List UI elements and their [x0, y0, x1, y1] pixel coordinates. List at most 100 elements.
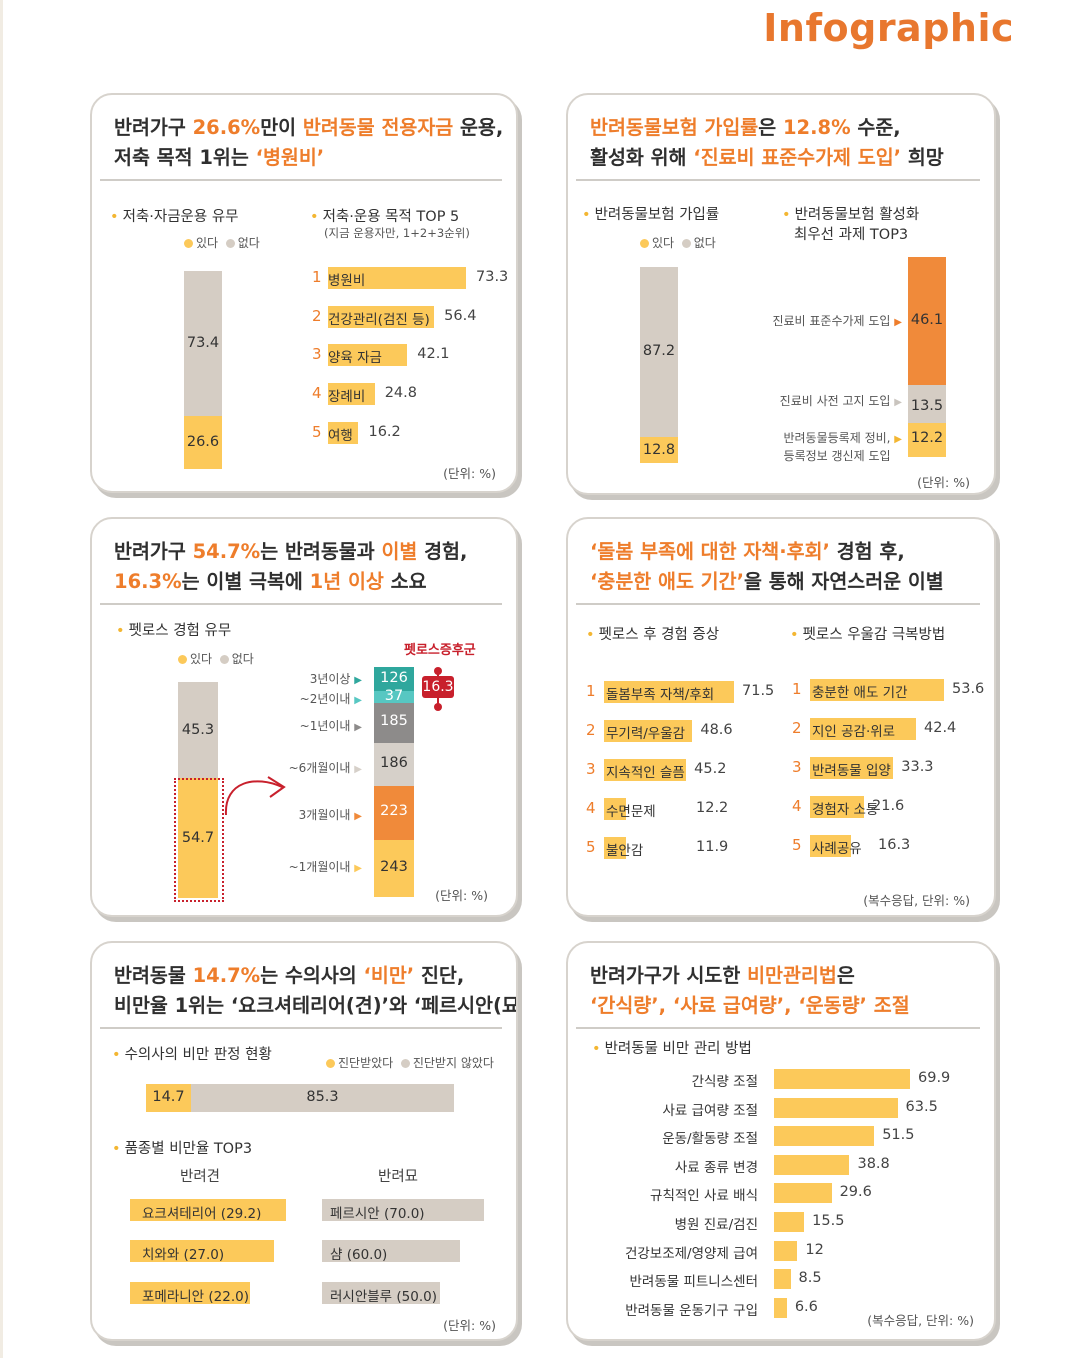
subtitle-insurance-rate: 반려동물보험 가입률	[582, 203, 720, 224]
bar-method	[774, 1097, 898, 1118]
rank-number: 3	[312, 345, 322, 364]
bar-purpose	[328, 267, 466, 289]
dog-breed-label: 포메라니안 (22.0)	[142, 1289, 249, 1305]
badge-dot-top	[434, 667, 442, 675]
bar-value: 12.2	[696, 800, 729, 816]
bar-item	[604, 798, 627, 820]
rank-number: 1	[792, 680, 802, 698]
bar-cat-breed	[322, 1282, 440, 1304]
bar-segment-3: 12.2	[908, 423, 946, 457]
title-divider	[100, 179, 502, 181]
legend: 있다 없다	[178, 650, 254, 667]
method-label: 사료 급여량 조절	[662, 1102, 758, 1119]
segment-yes: 14.7	[146, 1084, 191, 1112]
bar-value: 24.8	[384, 385, 417, 402]
bar-value: 15.5	[812, 1213, 845, 1229]
bar-segment-yes: 54.7	[178, 778, 218, 898]
bar-label: 병원비	[328, 273, 366, 289]
bar-method	[774, 1240, 798, 1261]
bar-segment-no: 45.3	[178, 682, 218, 778]
cat-breed-label: 페르시안 (70.0)	[330, 1206, 425, 1222]
bar-purpose	[328, 344, 408, 367]
value-yes: 26.6	[186, 434, 220, 450]
bar-item	[810, 757, 894, 779]
bar-value: 51.5	[882, 1127, 915, 1144]
bar-purpose	[328, 305, 435, 328]
dog-header: 반려견	[180, 1169, 221, 1185]
subtitle-priority: 반려동물보험 활성화	[782, 203, 920, 224]
legend-no: 없다	[237, 236, 260, 250]
subtitle-purpose: 저축·운용 목적 TOP 5	[310, 205, 460, 226]
bar-label: 지인 공감·위로	[812, 724, 896, 740]
bar-value: 16.3	[878, 837, 911, 853]
subtitle-symptoms: 펫로스 후 경험 증상	[586, 623, 720, 644]
dog-breed-label: 치와와 (27.0)	[142, 1247, 225, 1263]
subtitle-savings: 저축·자금운용 유무	[110, 205, 239, 226]
bar-item	[810, 835, 851, 857]
page-left-rule	[0, 0, 3, 1358]
bar-item	[810, 796, 864, 818]
method-label: 운동/활동량 조절	[662, 1131, 758, 1148]
label-standard-fee: 진료비 표준수가제 도입 ▶	[772, 314, 902, 328]
cat-header: 반려묘	[378, 1169, 419, 1185]
panel-obesity: 반려동물 14.7%는 수의사의 ‘비만’ 진단, 비만율 1위는 ‘요크셔테리…	[90, 941, 518, 1341]
stack-bar-priority: 46.1 13.5 12.2	[908, 257, 946, 457]
curved-arrow	[224, 776, 286, 816]
bar-label: 지속적인 슬픔	[606, 765, 685, 781]
value-no: 73.4	[186, 335, 220, 351]
unit-label: (단위: %)	[443, 1318, 496, 1333]
subtitle-methods: 반려동물 비만 관리 방법	[592, 1037, 752, 1058]
bar-label: 반려동물 입양	[812, 763, 891, 779]
bar-segment-1: 46.1	[908, 257, 946, 385]
legend-yes: 있다	[196, 236, 219, 250]
bar-label: 돌봄부족 자책/후회	[606, 687, 715, 703]
bar-segment-no: 87.2	[640, 267, 678, 437]
bar-item	[604, 681, 734, 703]
bar-method	[774, 1069, 910, 1089]
bar-value: 38.8	[857, 1155, 890, 1172]
title-divider	[576, 179, 980, 181]
bar-value: 8.5	[798, 1270, 822, 1287]
label-2y: ~2년이내 ▶	[299, 692, 362, 706]
panel-title: ‘돌봄 부족에 대한 자책·후회’ 경험 후, ‘충분한 애도 기간’을 통해 …	[590, 540, 944, 593]
cat-breed-label: 러시안블루 (50.0)	[330, 1289, 437, 1305]
segment-3y: 126	[374, 667, 414, 691]
highlight-dotted-box	[174, 778, 224, 902]
bar-cat-breed	[322, 1199, 484, 1221]
legend-yes: 있다	[190, 652, 213, 666]
segment-3m: 223	[374, 786, 414, 840]
bar-purpose	[328, 383, 375, 406]
bar-label: 경험자 소통	[812, 802, 879, 818]
bar-dog-breed	[130, 1199, 286, 1221]
legend: 진단받았다 진단받지 않았다	[326, 1054, 494, 1071]
panel-title: 반려가구 26.6%만이 반려동물 전용자금 운용, 저축 목적 1위는 ‘병원…	[114, 116, 504, 169]
bar-label: 사례공유	[812, 841, 862, 857]
unit-label: (복수응답, 단위: %)	[867, 1313, 974, 1328]
legend-yes-dot	[326, 1059, 335, 1068]
label-fee-notice: 진료비 사전 고지 도입 ▶	[779, 394, 902, 408]
value-yes: 12.8	[642, 442, 676, 458]
stack-bar-duration: 126 37 185 186 223 243	[374, 667, 414, 897]
rank-number: 4	[312, 384, 322, 403]
subtitle-coping: 펫로스 우울감 극복방법	[790, 623, 946, 644]
method-label: 병원 진료/검진	[674, 1217, 758, 1233]
hstack-bar-diagnosis: 14.7 85.3	[146, 1084, 454, 1112]
bar-label: 양육 자금	[328, 350, 382, 367]
panel-savings: 반려가구 26.6%만이 반려동물 전용자금 운용, 저축 목적 1위는 ‘병원…	[90, 93, 518, 493]
rank-number: 2	[312, 306, 322, 325]
bar-cat-breed	[322, 1240, 460, 1262]
legend-yes: 있다	[652, 236, 675, 250]
legend-no: 진단받지 않았다	[412, 1056, 494, 1070]
stack-bar-insurance: 87.2 12.8	[640, 267, 678, 463]
method-label: 규칙적인 사료 배식	[650, 1188, 758, 1205]
badge-dot-bottom	[434, 703, 442, 711]
segment-no: 85.3	[191, 1084, 454, 1112]
rank-number: 4	[586, 799, 596, 817]
legend-no: 없다	[231, 652, 254, 666]
method-label: 사료 종류 변경	[674, 1159, 758, 1176]
subtitle-diagnosis: 수의사의 비만 판정 현황	[112, 1043, 272, 1064]
segment-1m: 243	[374, 840, 414, 897]
value-no: 87.2	[642, 343, 676, 359]
title-divider	[100, 1027, 502, 1029]
method-label: 건강보조제/영양제 급여	[624, 1245, 758, 1262]
